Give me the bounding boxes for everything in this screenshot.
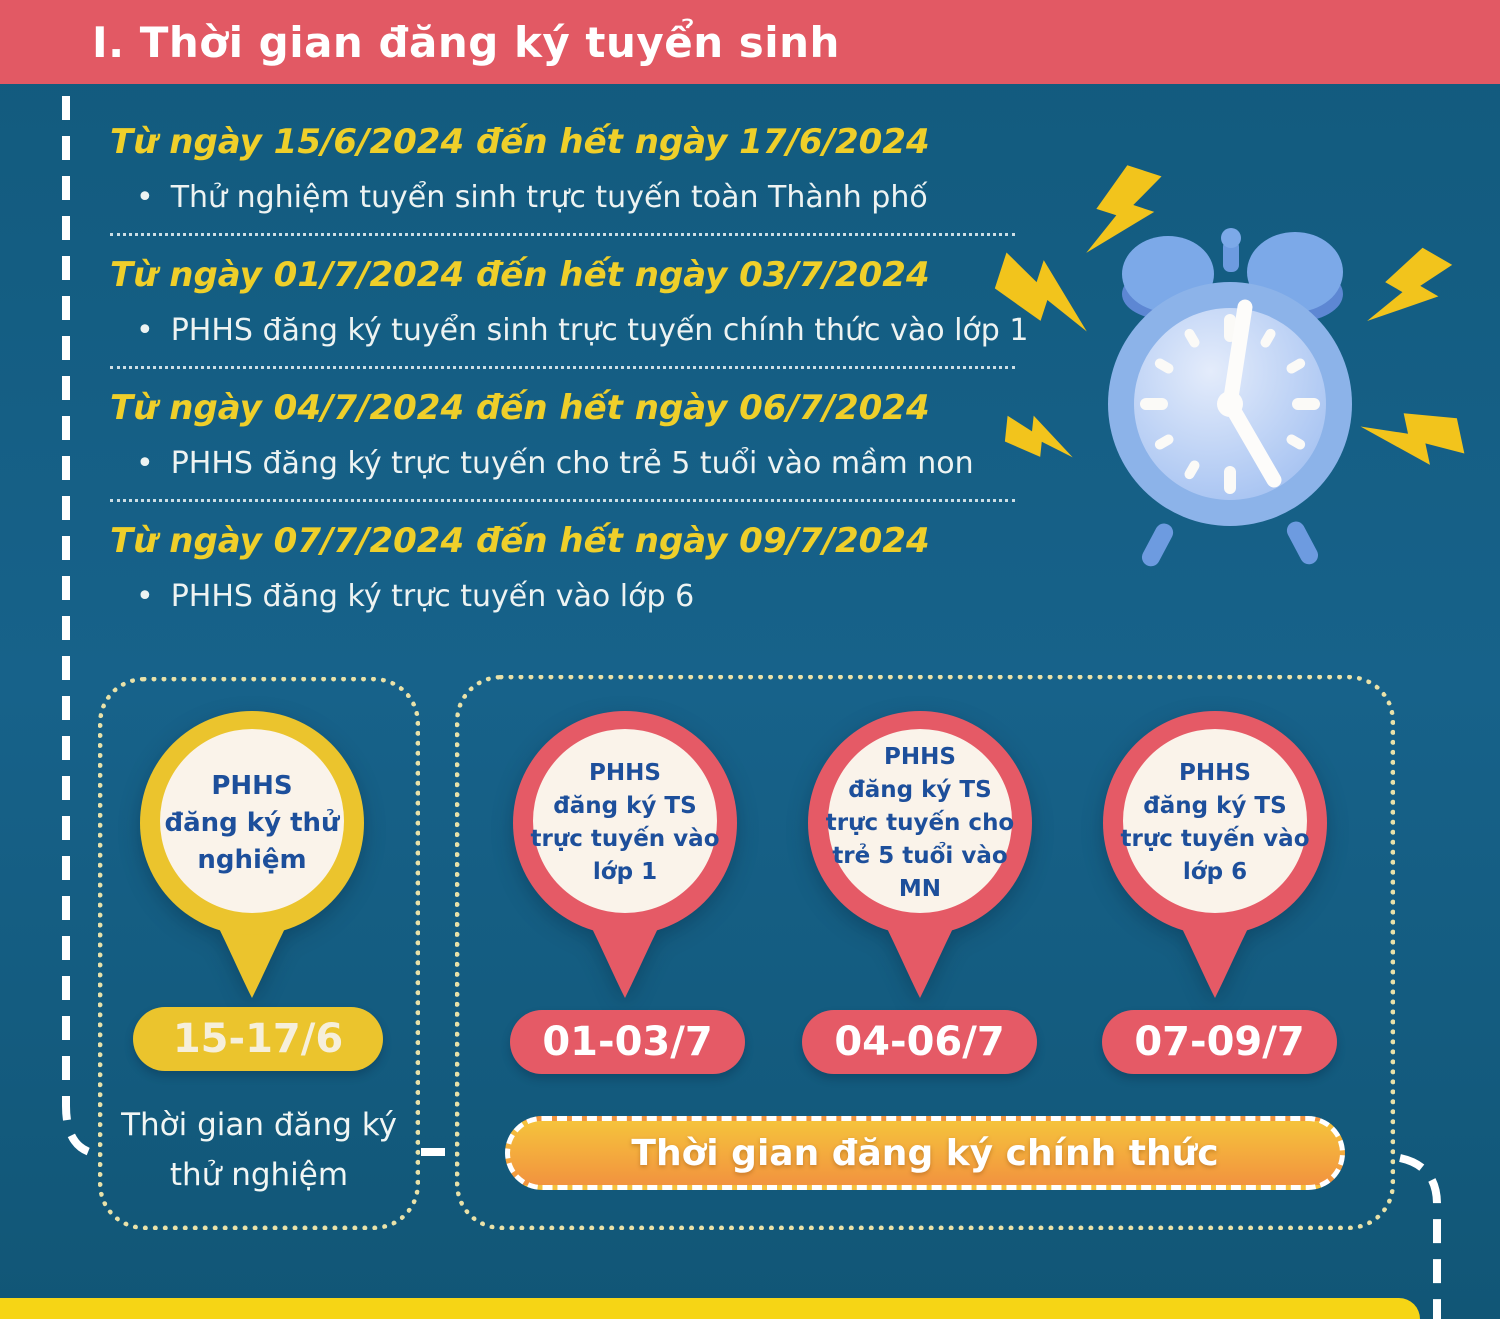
map-pin-grade1: PHHS đăng ký TS trực tuyến vào lớp 1 xyxy=(505,708,745,1008)
trial-caption: Thời gian đăng ký thử nghiệm xyxy=(121,1107,397,1193)
official-period-box xyxy=(455,675,1395,1230)
schedule-detail: Thử nghiệm tuyển sinh trực tuyến toàn Th… xyxy=(170,180,928,215)
kindergarten-date-pill: 04-06/7 xyxy=(802,1010,1037,1074)
left-dashed-line xyxy=(62,96,99,1158)
bottom-yellow-band xyxy=(0,1298,1420,1319)
bullet-dot-icon: • xyxy=(136,180,154,215)
trial-pin-label: PHHS đăng ký thử nghiệm xyxy=(164,770,340,875)
clock-hands xyxy=(1222,299,1282,488)
schedule-detail: PHHS đăng ký tuyển sinh trực tuyến chính… xyxy=(170,313,1029,348)
map-pin-grade6: PHHS đăng ký TS trực tuyến vào lớp 6 xyxy=(1095,708,1335,1008)
lightning-bolt-icon xyxy=(989,248,1104,336)
map-pin-icon xyxy=(1103,711,1327,998)
map-pin-icon xyxy=(513,711,737,998)
section-title: I. Thời gian đăng ký tuyển sinh xyxy=(92,17,840,67)
schedule-detail-row: • PHHS đăng ký tuyển sinh trực tuyến chí… xyxy=(136,310,1090,352)
dotted-separator xyxy=(110,499,1015,502)
clock-ticks xyxy=(1140,314,1320,494)
clock-hub xyxy=(1217,391,1243,417)
schedule-item: Từ ngày 04/7/2024 đến hết ngày 06/7/2024… xyxy=(110,386,1090,502)
map-pin-icon xyxy=(808,711,1032,998)
lightning-bolt-icon xyxy=(1363,240,1456,346)
grade6-pin-label: PHHS đăng ký TS trực tuyến vào lớp 6 xyxy=(1120,760,1310,885)
map-pin-kindergarten: PHHS đăng ký TS trực tuyến cho trẻ 5 tuổ… xyxy=(800,708,1040,1008)
trial-period-box xyxy=(98,677,420,1230)
clock-legs xyxy=(1141,521,1319,567)
map-pin-icon xyxy=(140,711,364,998)
schedule-date-range: Từ ngày 04/7/2024 đến hết ngày 06/7/2024 xyxy=(110,388,930,428)
dotted-separator xyxy=(110,233,1015,236)
lightning-bolt-icon xyxy=(1003,412,1077,461)
grade1-date-pill: 01-03/7 xyxy=(510,1010,745,1074)
schedule-list: Từ ngày 15/6/2024 đến hết ngày 17/6/2024… xyxy=(110,120,1090,632)
schedule-detail: PHHS đăng ký trực tuyến vào lớp 6 xyxy=(170,579,695,614)
schedule-item: Từ ngày 01/7/2024 đến hết ngày 03/7/2024… xyxy=(110,253,1090,369)
kindergarten-pin-label: PHHS đăng ký TS trực tuyến cho trẻ 5 tuổ… xyxy=(825,743,1015,902)
schedule-date-range: Từ ngày 01/7/2024 đến hết ngày 03/7/2024 xyxy=(110,255,930,295)
right-dashed-line xyxy=(1399,1154,1441,1319)
trial-date-pill: 15-17/6 xyxy=(133,1007,383,1071)
section-banner: I. Thời gian đăng ký tuyển sinh xyxy=(0,0,1500,84)
schedule-date-range: Từ ngày 15/6/2024 đến hết ngày 17/6/2024 xyxy=(110,122,930,162)
bullet-dot-icon: • xyxy=(136,313,154,348)
bullet-dot-icon: • xyxy=(136,446,154,481)
schedule-detail: PHHS đăng ký trực tuyến cho trẻ 5 tuổi v… xyxy=(170,446,974,481)
official-caption-pill: Thời gian đăng ký chính thức xyxy=(505,1116,1345,1190)
schedule-detail-row: • Thử nghiệm tuyển sinh trực tuyến toàn … xyxy=(136,177,1090,219)
schedule-detail-row: • PHHS đăng ký trực tuyến cho trẻ 5 tuổi… xyxy=(136,443,1090,485)
alarm-clock-icon xyxy=(989,160,1466,567)
lightning-bolt-icon xyxy=(1359,402,1466,478)
dotted-separator xyxy=(110,366,1015,369)
schedule-item: Từ ngày 07/7/2024 đến hết ngày 09/7/2024… xyxy=(110,519,1090,618)
schedule-detail-row: • PHHS đăng ký trực tuyến vào lớp 6 xyxy=(136,576,1090,618)
schedule-item: Từ ngày 15/6/2024 đến hết ngày 17/6/2024… xyxy=(110,120,1090,236)
map-pin-trial: PHHS đăng ký thử nghiệm xyxy=(132,708,372,1008)
grade1-pin-label: PHHS đăng ký TS trực tuyến vào lớp 1 xyxy=(530,760,720,885)
schedule-date-range: Từ ngày 07/7/2024 đến hết ngày 09/7/2024 xyxy=(110,521,930,561)
grade6-date-pill: 07-09/7 xyxy=(1102,1010,1337,1074)
bullet-dot-icon: • xyxy=(136,579,154,614)
